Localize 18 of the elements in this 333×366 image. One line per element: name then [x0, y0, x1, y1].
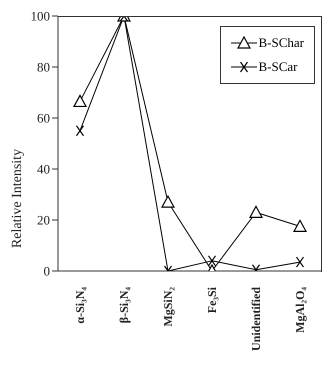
x-tick-label: Unidentified	[249, 286, 263, 352]
y-tick-label: 40	[37, 162, 50, 177]
y-axis-title: Relative Intensity	[10, 148, 25, 248]
x-tick-label: Fe₃Si	[205, 286, 219, 314]
point	[293, 220, 307, 232]
x-tick-label: MgSiN₂	[161, 286, 175, 327]
y-tick-label: 100	[30, 8, 50, 24]
x-tick-label: MgAl₂O₄	[293, 286, 307, 333]
y-tick-label: 60	[37, 110, 50, 126]
legend-label: B-SChar	[258, 35, 304, 51]
y-tick-label: 80	[37, 60, 50, 75]
point	[161, 196, 175, 208]
y-tick-label: 20	[37, 212, 50, 228]
point	[249, 206, 263, 218]
y-tick-label: 0	[44, 264, 50, 279]
x-tick-label: β-Si₃N₄	[117, 286, 131, 324]
legend-label: B-SCar	[258, 59, 298, 75]
x-tick-label: α-Si₃N₄	[73, 286, 87, 324]
